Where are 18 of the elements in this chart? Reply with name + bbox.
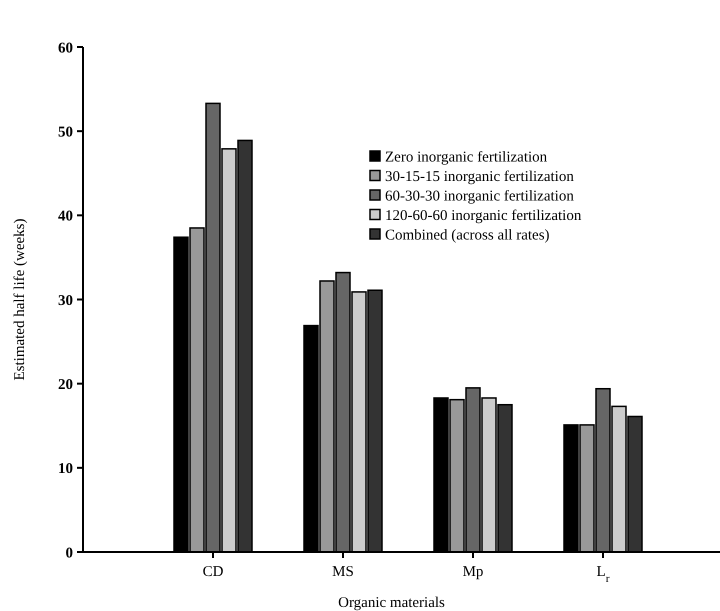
y-tick-label: 50: [58, 124, 73, 140]
legend-label: 120-60-60 inorganic fertilization: [385, 208, 582, 224]
x-axis-title: Organic materials: [338, 595, 446, 611]
x-tick-label: MS: [332, 564, 354, 580]
x-tick-label: CD: [202, 564, 224, 580]
y-axis-title: Estimated half life (weeks): [12, 218, 28, 381]
y-tick-label: 60: [58, 40, 73, 56]
y-tick-label: 0: [66, 545, 73, 562]
legend-label: Combined (across all rates): [385, 227, 550, 244]
y-tick-label: 40: [58, 208, 73, 225]
y-tick-label: 20: [58, 376, 73, 393]
x-tick-label: Mp: [462, 564, 484, 580]
x-tick-label: L$_{r}$: [596, 564, 610, 585]
legend-label: 60-30-30 inorganic fertilization: [385, 188, 574, 204]
legend-label: 30-15-15 inorganic fertilization: [385, 168, 574, 185]
y-tick-label: 30: [58, 292, 73, 309]
y-tick-label: 10: [58, 461, 73, 478]
legend-label: Zero inorganic fertilization: [385, 149, 548, 166]
